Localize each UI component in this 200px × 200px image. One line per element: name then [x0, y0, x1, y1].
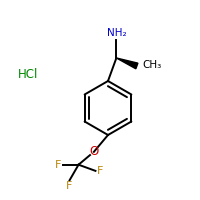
Text: O: O: [89, 145, 98, 158]
Text: F: F: [96, 166, 103, 176]
Text: F: F: [66, 181, 73, 191]
Text: HCl: HCl: [18, 68, 38, 82]
Text: NH₂: NH₂: [107, 28, 127, 38]
Polygon shape: [116, 58, 138, 69]
Text: CH₃: CH₃: [142, 60, 161, 70]
Text: F: F: [55, 160, 62, 170]
